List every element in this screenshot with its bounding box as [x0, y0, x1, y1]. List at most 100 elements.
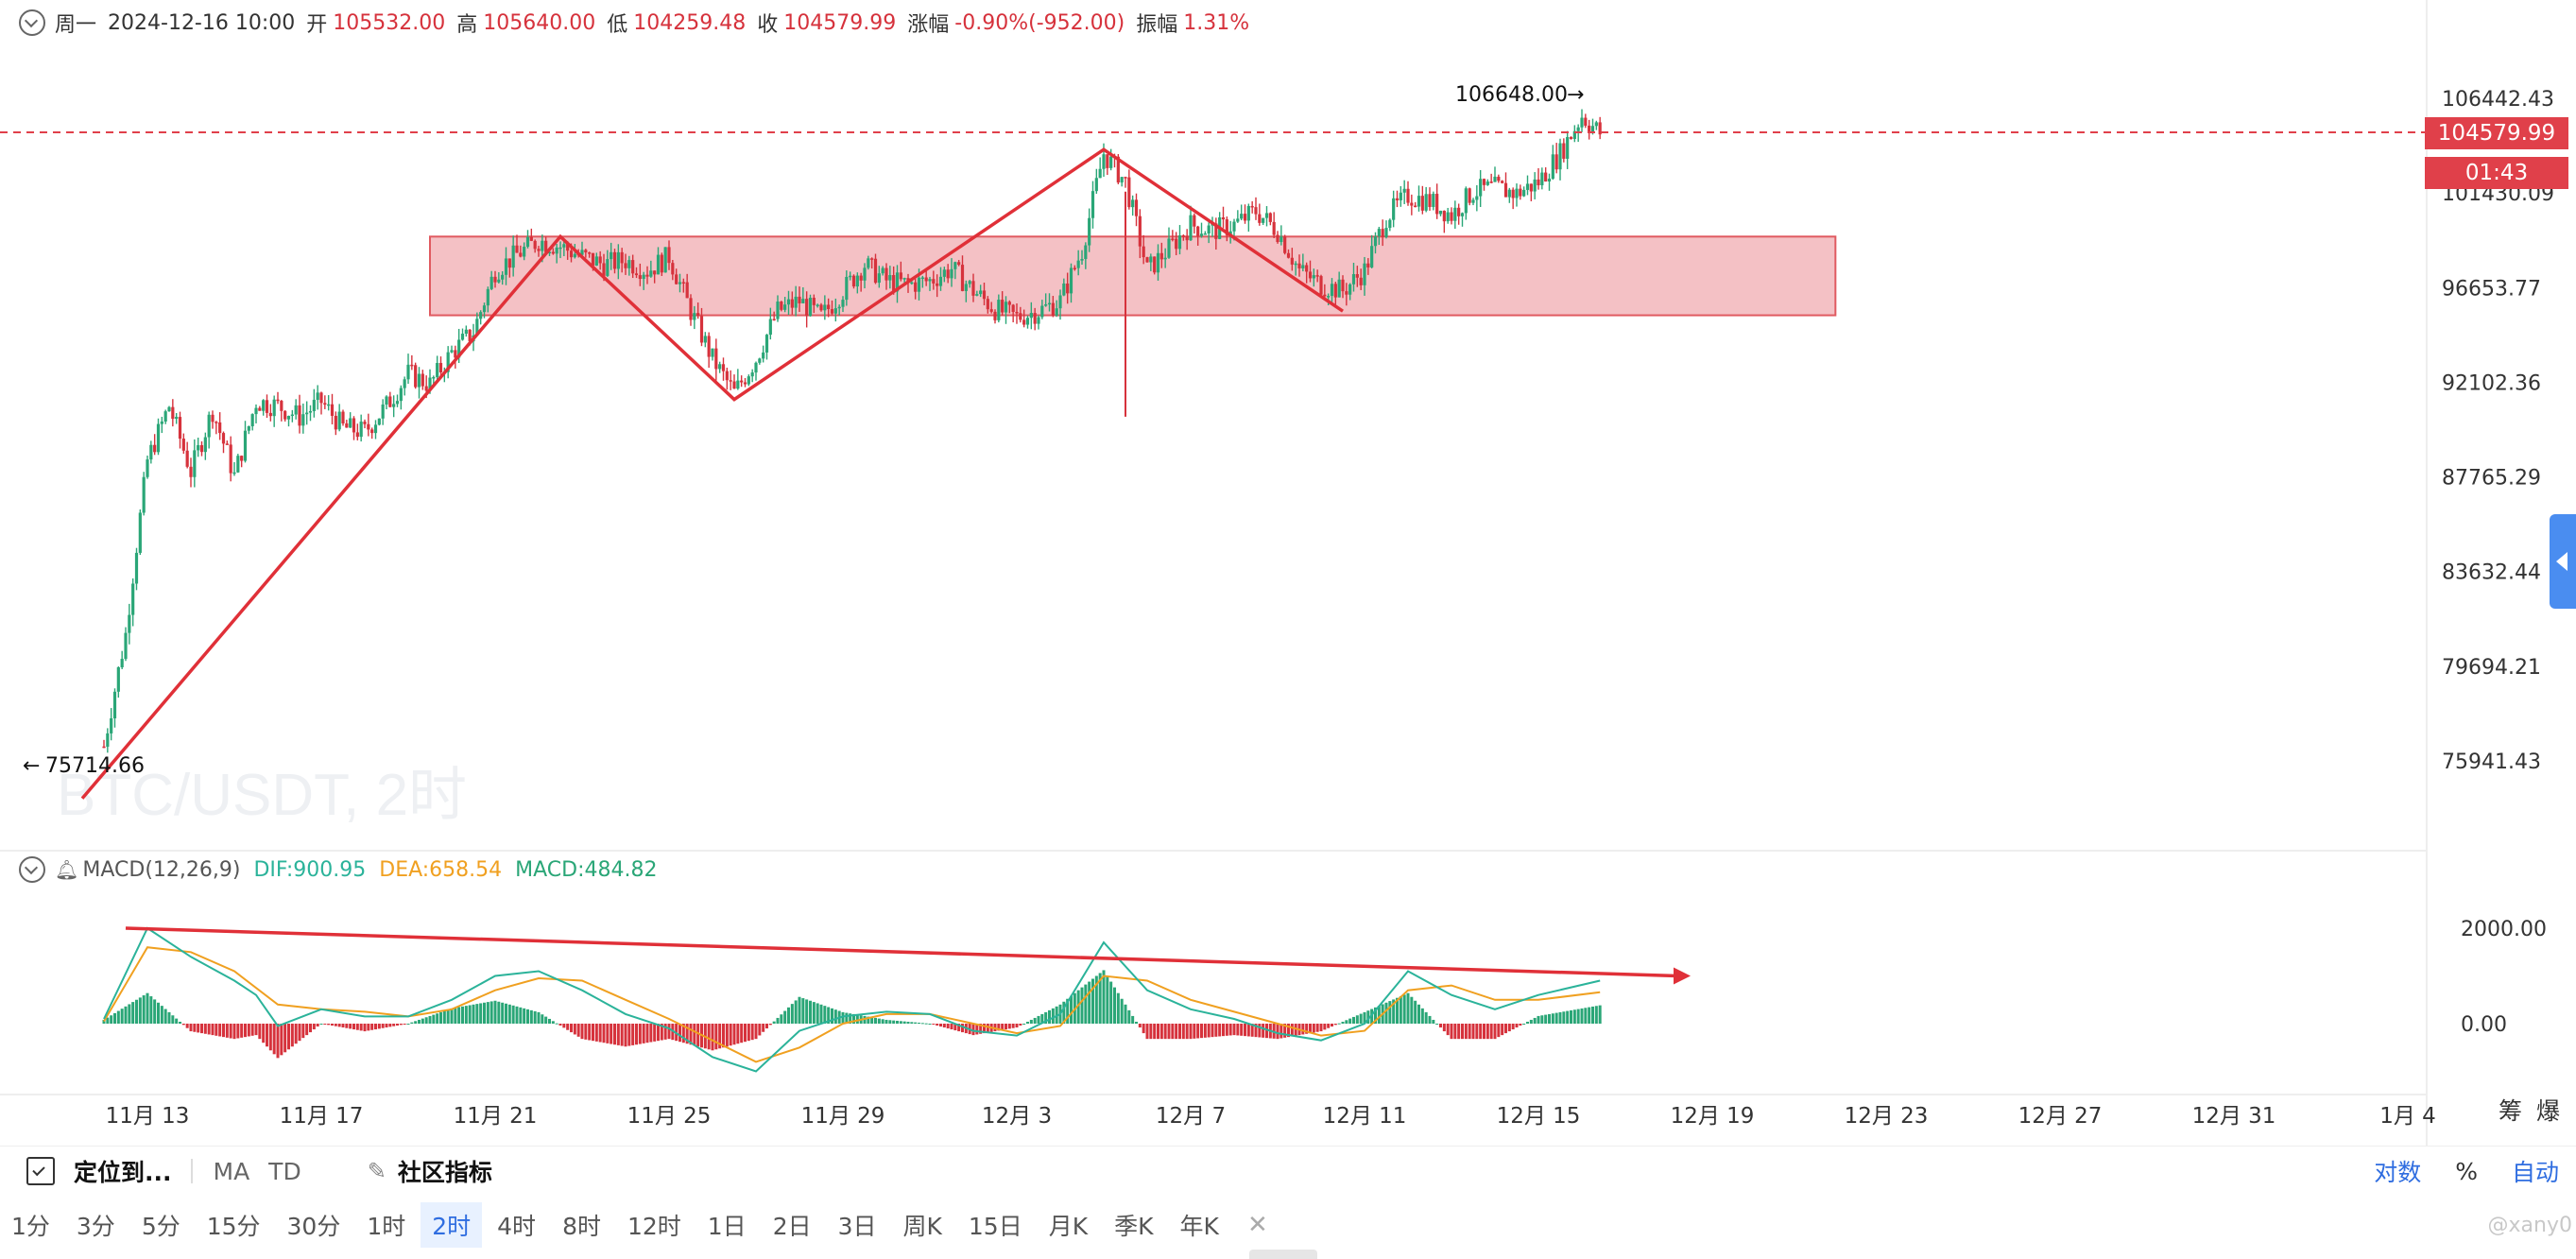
candle[interactable]	[1167, 227, 1171, 259]
candle[interactable]	[1131, 195, 1135, 216]
candle[interactable]	[1268, 212, 1272, 226]
candle[interactable]	[942, 267, 946, 283]
candle[interactable]	[938, 267, 943, 291]
candle[interactable]	[377, 418, 381, 426]
divergence-arrow-line[interactable]	[125, 926, 1678, 978]
candle[interactable]	[1485, 179, 1489, 186]
candle[interactable]	[920, 275, 924, 288]
candle[interactable]	[229, 436, 232, 482]
candle[interactable]	[768, 307, 772, 340]
candle[interactable]	[808, 294, 813, 317]
candle[interactable]	[1044, 293, 1048, 307]
candle[interactable]	[979, 285, 983, 298]
candle[interactable]	[562, 239, 566, 257]
candle[interactable]	[1547, 173, 1552, 191]
candle[interactable]	[1471, 198, 1475, 206]
candle[interactable]	[1562, 138, 1566, 163]
candle[interactable]	[1598, 116, 1602, 140]
community-indicator-button[interactable]: 社区指标	[397, 1159, 492, 1186]
candle[interactable]	[1011, 303, 1015, 323]
candle[interactable]	[178, 411, 182, 449]
candle[interactable]	[1301, 253, 1305, 272]
candle[interactable]	[319, 391, 323, 415]
candle[interactable]	[1424, 186, 1428, 213]
candle[interactable]	[1529, 183, 1533, 201]
candle[interactable]	[1258, 203, 1262, 226]
timeframe-option[interactable]: 30分	[286, 1213, 341, 1240]
candle[interactable]	[714, 338, 718, 381]
candle[interactable]	[286, 415, 291, 427]
candle[interactable]	[525, 230, 530, 249]
candle[interactable]	[1203, 231, 1207, 235]
candle[interactable]	[1055, 300, 1058, 318]
candle[interactable]	[110, 708, 113, 741]
candle[interactable]	[1080, 250, 1084, 266]
candle[interactable]	[953, 261, 957, 280]
candle[interactable]	[1153, 256, 1157, 275]
candle[interactable]	[678, 273, 682, 293]
candle[interactable]	[772, 311, 776, 321]
candle[interactable]	[1004, 296, 1008, 324]
candle[interactable]	[736, 369, 740, 390]
candle[interactable]	[1330, 278, 1334, 302]
candle[interactable]	[1388, 218, 1392, 232]
candle[interactable]	[197, 438, 200, 457]
candle[interactable]	[258, 405, 262, 411]
candle[interactable]	[1134, 193, 1139, 227]
candle[interactable]	[116, 666, 120, 698]
macd-collapse-icon[interactable]	[19, 856, 45, 883]
candle[interactable]	[1243, 204, 1247, 224]
timeframe-option[interactable]: 15日	[968, 1213, 1022, 1240]
candle[interactable]	[511, 235, 515, 277]
candle[interactable]	[112, 688, 117, 728]
candle[interactable]	[1207, 222, 1211, 244]
collapse-chevron-icon[interactable]	[19, 9, 45, 36]
candle[interactable]	[1254, 197, 1258, 220]
candle[interactable]	[982, 283, 987, 305]
candle[interactable]	[1366, 258, 1370, 275]
candle[interactable]	[1594, 120, 1598, 130]
candle[interactable]	[993, 309, 997, 324]
candle[interactable]	[884, 263, 888, 290]
candle[interactable]	[1175, 232, 1178, 256]
calendar-icon[interactable]	[26, 1157, 55, 1185]
candle[interactable]	[334, 411, 337, 436]
candle[interactable]	[301, 403, 305, 434]
candle[interactable]	[1094, 168, 1098, 195]
candle[interactable]	[138, 509, 142, 556]
candle[interactable]	[707, 332, 711, 369]
candle[interactable]	[1228, 220, 1232, 244]
candle[interactable]	[819, 302, 823, 312]
candle[interactable]	[936, 274, 939, 298]
candle[interactable]	[1037, 315, 1040, 330]
candle[interactable]	[464, 325, 468, 337]
candle[interactable]	[247, 425, 250, 435]
candle[interactable]	[780, 301, 783, 312]
candle[interactable]	[1294, 261, 1297, 276]
candle[interactable]	[181, 433, 185, 455]
candle[interactable]	[153, 434, 157, 456]
timeframe-option[interactable]: 2日	[772, 1213, 812, 1240]
candle[interactable]	[1196, 225, 1200, 246]
candle[interactable]	[1315, 269, 1319, 283]
candle[interactable]	[1399, 186, 1402, 207]
candle[interactable]	[881, 266, 884, 276]
candle[interactable]	[1025, 315, 1030, 329]
candle[interactable]	[1305, 262, 1309, 284]
candle[interactable]	[783, 297, 787, 313]
candle[interactable]	[1554, 143, 1558, 174]
candle[interactable]	[1544, 167, 1548, 182]
candle[interactable]	[950, 258, 953, 287]
candle[interactable]	[1511, 187, 1515, 210]
candle[interactable]	[754, 361, 758, 381]
candle[interactable]	[616, 244, 620, 280]
timeframe-option[interactable]: 3日	[837, 1213, 877, 1240]
candle[interactable]	[373, 420, 378, 440]
candle[interactable]	[446, 346, 450, 379]
candle[interactable]	[519, 245, 523, 258]
candle[interactable]	[1377, 226, 1381, 246]
candle[interactable]	[899, 261, 902, 282]
candle[interactable]	[696, 302, 700, 319]
candle[interactable]	[1420, 185, 1424, 215]
candle[interactable]	[199, 440, 204, 457]
